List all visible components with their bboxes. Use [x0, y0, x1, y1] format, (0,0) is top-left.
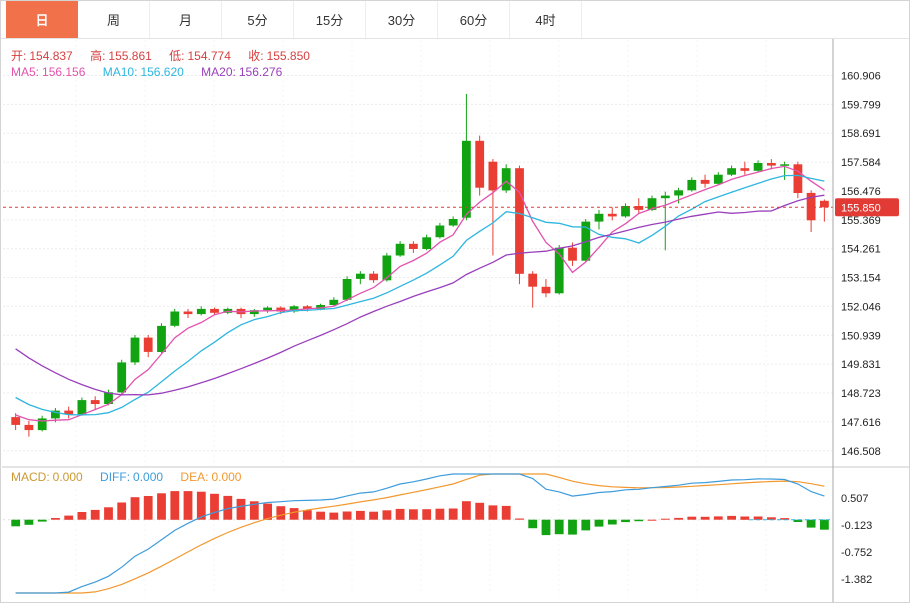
svg-text:0.507: 0.507: [841, 493, 869, 505]
ma20-line: [15, 194, 825, 396]
svg-text:146.508: 146.508: [841, 446, 881, 458]
svg-text:157.584: 157.584: [841, 157, 881, 169]
low-value: 154.774: [187, 49, 231, 63]
tab-day[interactable]: 日: [6, 1, 78, 38]
open-pair: 开: 154.837: [11, 49, 73, 63]
price-axis: 160.906 159.799 158.691 157.584 156.476 155.3…: [841, 71, 881, 458]
svg-text:-0.123: -0.123: [841, 520, 872, 532]
ma-info-row: MA5: 156.156 MA10: 156.620 MA20: 156.276: [11, 65, 296, 79]
close-pair: 收: 155.850: [248, 49, 310, 63]
dea-label: DEA:: [180, 470, 209, 484]
svg-text:-1.382: -1.382: [841, 574, 872, 586]
dea-value: 0.000: [211, 470, 242, 484]
close-value: 155.850: [266, 49, 310, 63]
svg-text:152.046: 152.046: [841, 301, 881, 313]
dea-pair: DEA: 0.000: [180, 470, 241, 484]
ma5-value: 156.156: [42, 65, 86, 79]
ma5-line: [15, 165, 825, 422]
diff-line: [15, 473, 825, 594]
macd-histogram: [11, 491, 829, 536]
ma5-label: MA5:: [11, 65, 40, 79]
ma10-line: [15, 174, 825, 416]
ma10-pair: MA10: 156.620: [103, 65, 184, 79]
period-tab-bar: 日周月 5分 15分 30分 60分 4时: [1, 1, 909, 39]
tab-week[interactable]: 周: [78, 1, 150, 38]
macd-axis: 0.507 -0.123 -0.752 -1.382: [841, 493, 872, 586]
ma10-label: MA10:: [102, 65, 138, 79]
svg-text:156.476: 156.476: [841, 186, 881, 198]
candles-layer: [11, 93, 829, 437]
macd-label: MACD:: [11, 470, 50, 484]
ma20-value: 156.276: [238, 65, 283, 79]
tab-30min[interactable]: 30分: [366, 1, 438, 38]
open-label: 开:: [11, 49, 27, 63]
tab-4hour[interactable]: 4时: [510, 1, 582, 38]
svg-text:153.154: 153.154: [841, 273, 881, 285]
tab-60min[interactable]: 60分: [438, 1, 510, 38]
macd-info-row: MACD: 0.000 DIFF: 0.000 DEA: 0.000: [11, 470, 255, 484]
close-label: 收:: [248, 49, 264, 63]
grid-layer: [3, 40, 833, 595]
macd-value: 0.000: [52, 470, 83, 484]
svg-text:-0.752: -0.752: [841, 547, 872, 559]
high-value: 155.861: [108, 49, 152, 63]
tab-15min[interactable]: 15分: [294, 1, 366, 38]
high-pair: 高: 155.861: [90, 49, 152, 63]
svg-text:150.939: 150.939: [841, 330, 881, 342]
diff-label: DIFF:: [100, 470, 131, 484]
tab-month[interactable]: 月: [150, 1, 222, 38]
diff-pair: DIFF: 0.000: [100, 470, 163, 484]
ohlc-info-row: 开: 154.837 高: 155.861 低: 154.774 收: 155.850: [11, 47, 324, 64]
macd-pair: MACD: 0.000: [11, 470, 83, 484]
ma20-label: MA20:: [201, 65, 236, 79]
svg-text:149.831: 149.831: [841, 359, 881, 371]
ma10-value: 156.620: [140, 65, 184, 79]
ma5-pair: MA5: 156.156: [11, 65, 85, 79]
high-label: 高:: [90, 49, 106, 63]
low-label: 低:: [169, 49, 185, 63]
svg-text:154.261: 154.261: [841, 244, 881, 256]
svg-text:148.723: 148.723: [841, 388, 881, 400]
svg-text:158.691: 158.691: [841, 128, 881, 140]
svg-text:155.369: 155.369: [841, 215, 881, 227]
tab-5min[interactable]: 5分: [222, 1, 294, 38]
dea-line: [15, 473, 825, 594]
low-pair: 低: 154.774: [169, 49, 231, 63]
svg-text:155.850: 155.850: [841, 202, 881, 214]
svg-text:147.616: 147.616: [841, 417, 881, 429]
svg-text:160.906: 160.906: [841, 71, 881, 83]
open-value: 154.837: [29, 49, 73, 63]
diff-value: 0.000: [133, 470, 164, 484]
ma20-pair: MA20: 156.276: [201, 65, 282, 79]
svg-text:159.799: 159.799: [841, 99, 881, 111]
current-price-badge: [835, 198, 899, 217]
